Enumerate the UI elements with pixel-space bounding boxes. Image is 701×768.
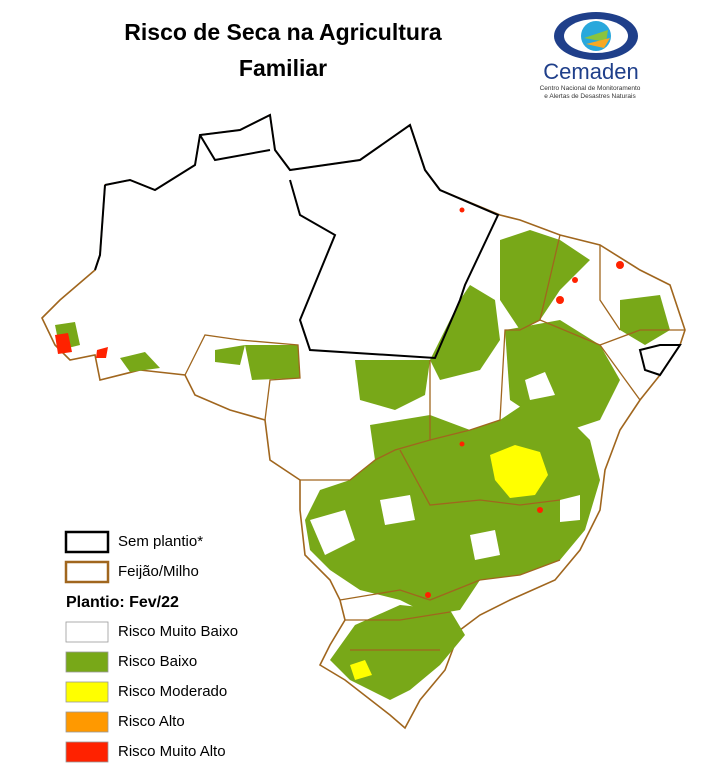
legend: Sem plantio* Feijão/Milho Plantio: Fev/22 R… [64,530,238,763]
risk-moderate-area [490,445,548,498]
legend-swatch [65,711,109,733]
legend-swatch [65,681,109,703]
legend-swatch [64,530,110,554]
risk-very-low-areas [310,372,580,560]
risk-moderate-area [350,660,372,680]
state-borders [184,234,685,651]
legend-label: Risco Alto [118,713,185,730]
map [41,113,686,730]
logo-subtitle: e Alertas de Desastres Naturais [544,93,636,100]
legend-swatch [65,621,109,643]
no-planting-borders [94,113,682,377]
legend-label: Risco Muito Baixo [118,623,238,640]
risk-very-high-areas [55,207,624,598]
legend-label: Risco Baixo [118,653,197,670]
legend-heading: Plantio: Fev/22 [66,594,179,611]
logo-mark [586,38,610,48]
title: Familiar [239,55,327,81]
logo-name: Cemaden [543,59,638,84]
legend-label: Sem plantio* [118,533,203,550]
logo-subtitle: Centro Nacional de Monitoramento [540,85,641,92]
legend-label: Feijão/Milho [118,563,199,580]
title: Risco de Seca na Agricultura [124,19,442,45]
legend-swatch [64,560,110,584]
logo: Cemaden Centro Nacional de Monitoramento… [540,12,641,100]
legend-label: Risco Muito Alto [118,743,226,760]
logo-mark [584,30,608,42]
legend-label: Risco Moderado [118,683,227,700]
legend-swatch [65,651,109,673]
legend-swatch [65,741,109,763]
